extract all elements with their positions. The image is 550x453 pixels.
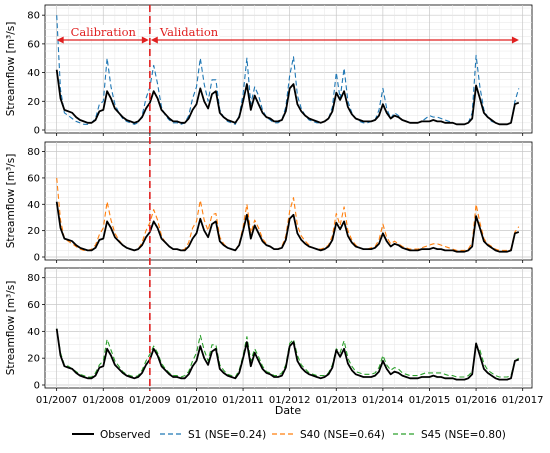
y-axis-label: Streamflow [m³/s] — [5, 22, 17, 117]
calibration-arrowhead-right — [141, 36, 149, 44]
panel-1: 0 20 40 60 80 Streamflow [m³/s] — [5, 4, 533, 137]
validation-arrowhead-left — [150, 36, 158, 44]
panel-frame — [44, 267, 533, 389]
x-tick-label: 01/2009 — [129, 395, 171, 406]
y-tick-label: 20 — [27, 354, 40, 365]
y-axis-label: Streamflow [m³/s] — [5, 154, 17, 249]
x-tick-label: 01/2010 — [176, 395, 218, 406]
y-tick-label: 0 — [34, 253, 40, 264]
legend-label-s45: S45 (NSE=0.80) — [421, 429, 506, 441]
x-tick-label: 01/2017 — [502, 395, 544, 406]
x-tick-label: 01/2016 — [455, 395, 497, 406]
x-tick-label: 01/2011 — [222, 395, 264, 406]
split-layer: Calibration Validation — [56, 5, 519, 391]
x-tick-label: 01/2012 — [269, 395, 311, 406]
y-tick-label: 0 — [34, 381, 40, 392]
x-tick-label: 01/2013 — [315, 395, 357, 406]
y-tick-label: 20 — [27, 97, 40, 108]
series-observed-line — [55, 69, 520, 126]
x-tick-label: 01/2015 — [409, 395, 451, 406]
calibration-label: Calibration — [71, 25, 137, 39]
legend: Observed S1 (NSE=0.24) S40 (NSE=0.64) S45 (… — [72, 429, 506, 441]
x-tick-label: 01/2008 — [82, 395, 124, 406]
panel-3: 0 20 40 60 80 Streamflow [m³/s] — [5, 267, 533, 392]
y-tick-label: 80 — [27, 11, 40, 22]
annotation-label-bg — [69, 25, 138, 39]
panel-2: 0 20 40 60 80 Streamflow [m³/s] — [5, 141, 533, 264]
x-tick-label: 01/2014 — [362, 395, 404, 406]
grid — [45, 142, 532, 260]
x-axis-label: Date — [275, 404, 302, 417]
legend-label-s40: S40 (NSE=0.64) — [300, 429, 385, 441]
calibration-arrowhead-left — [56, 36, 64, 44]
panel-frame — [44, 141, 533, 261]
y-tick-label: 80 — [27, 273, 40, 284]
y-tick-label: 60 — [27, 39, 40, 50]
y-tick-label: 40 — [27, 327, 40, 338]
y-axis-label: Streamflow [m³/s] — [5, 281, 17, 376]
legend-label-s1: S1 (NSE=0.24) — [188, 429, 266, 441]
y-tick-label: 0 — [34, 126, 40, 137]
series-observed-line — [55, 201, 520, 253]
x-tick-label: 01/2007 — [36, 395, 78, 406]
legend-label-observed: Observed — [100, 429, 151, 441]
validation-arrowhead-right — [511, 36, 519, 44]
y-tick-label: 60 — [27, 173, 40, 184]
validation-label: Validation — [159, 25, 219, 39]
series-s1-line — [56, 15, 520, 125]
panels-layer: 0 20 40 60 80 Streamflow [m³/s] 0 20 40 60 80 Strea… — [5, 4, 544, 406]
grid — [45, 268, 532, 388]
y-tick-label: 20 — [27, 226, 40, 237]
annotation-label-bg — [157, 25, 220, 39]
y-tick-label: 40 — [27, 200, 40, 211]
y-tick-label: 80 — [27, 147, 40, 158]
y-tick-label: 60 — [27, 300, 40, 311]
series-observed-line — [55, 328, 520, 381]
y-tick-label: 40 — [27, 68, 40, 79]
